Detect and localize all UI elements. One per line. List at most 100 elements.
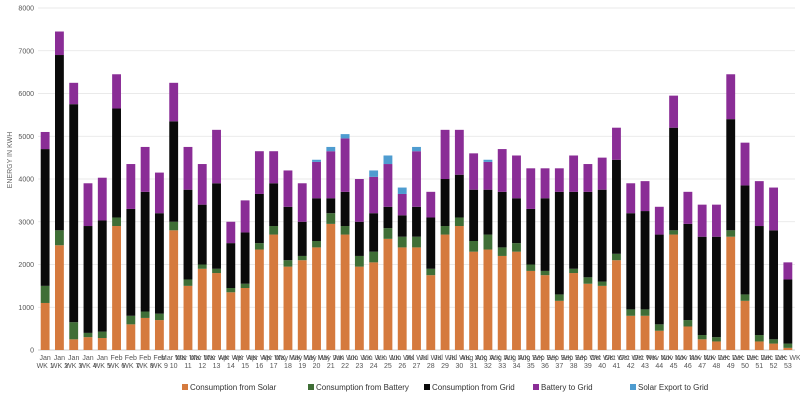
x-tick-line: WK 9 xyxy=(151,363,168,370)
x-tick-line: 52 xyxy=(770,363,778,370)
bar-segment xyxy=(326,223,336,350)
x-tick-line: Oct WK xyxy=(590,355,614,362)
bar-segment xyxy=(497,247,507,256)
bar-segment xyxy=(726,74,736,120)
x-tick-line: WK 5 xyxy=(94,363,111,370)
x-tick-line: Mar WK xyxy=(204,355,230,362)
bar-segment xyxy=(640,181,650,212)
bar-segment xyxy=(226,288,236,293)
x-tick-line: Feb xyxy=(153,355,165,362)
bar-segment xyxy=(354,179,364,222)
bar-segment xyxy=(397,215,407,237)
bar-segment xyxy=(697,335,707,340)
x-tick-label: Nov WK 44 xyxy=(646,355,672,370)
x-tick-line: Apr WK xyxy=(247,355,271,362)
bar-segment xyxy=(126,315,136,325)
x-tick-label: Dec WK 50 xyxy=(732,355,758,370)
bar-segment xyxy=(526,270,536,350)
bar-segment xyxy=(354,266,364,350)
bar-segment xyxy=(69,104,79,323)
x-tick-label: Mar WK 10 xyxy=(161,355,187,370)
bar-segment xyxy=(369,170,379,177)
x-tick-line: Mar WK xyxy=(190,355,216,362)
bar-segment xyxy=(340,226,350,235)
x-tick-line: 17 xyxy=(270,363,278,370)
bar-segment xyxy=(483,234,493,250)
x-tick-line: May WK xyxy=(303,355,330,362)
x-tick-label: Nov WK 47 xyxy=(689,355,715,370)
x-tick-line: 51 xyxy=(755,363,763,370)
x-tick-line: 16 xyxy=(255,363,263,370)
x-tick-label: Dec WK 53 xyxy=(775,355,800,370)
bar-segment xyxy=(297,255,307,261)
bar-segment xyxy=(69,322,79,340)
bar-segment xyxy=(426,191,436,218)
bar-segment xyxy=(412,247,421,350)
y-axis: 0 1000 2000 3000 4000 5000 6000 7000 8000 xyxy=(18,6,34,355)
bar-segment xyxy=(112,217,121,227)
x-tick-line: 24 xyxy=(370,363,378,370)
bar-segment xyxy=(254,151,264,194)
x-tick-line: Jun WK xyxy=(376,355,401,362)
x-tick-line: 32 xyxy=(484,363,492,370)
x-tick-line: 20 xyxy=(313,363,321,370)
bar-segment xyxy=(312,159,321,162)
bar-segment xyxy=(312,161,321,199)
x-tick-label: Dec WK 51 xyxy=(746,355,772,370)
x-tick-label: Aug WK 32 xyxy=(475,355,501,370)
bar-segment xyxy=(269,226,279,235)
bar-segment xyxy=(526,264,536,271)
x-tick-line: Apr WK xyxy=(233,355,257,362)
bar-segment xyxy=(354,255,364,267)
bar-segment xyxy=(512,198,521,244)
x-tick-label: Mar WK 11 xyxy=(175,355,201,370)
bar-segment xyxy=(669,234,679,350)
bar-segment xyxy=(283,260,293,267)
x-tick-label: May WK 18 xyxy=(275,355,302,370)
x-tick-line: Mar WK xyxy=(175,355,201,362)
bar-segment xyxy=(683,326,693,350)
bar-segment xyxy=(312,247,321,350)
legend-swatch xyxy=(533,384,539,390)
bar-segment xyxy=(554,294,564,301)
x-tick-label: Jun WK 26 xyxy=(390,355,415,370)
bar-segment xyxy=(712,341,721,350)
bar-segment xyxy=(297,183,307,222)
bar-segment xyxy=(783,262,793,280)
bar-segment xyxy=(254,249,264,350)
x-tick-line: 35 xyxy=(527,363,535,370)
x-tick-line: Nov WK xyxy=(675,355,701,362)
bar-segment xyxy=(754,226,764,336)
x-tick-line: 13 xyxy=(213,363,221,370)
bar-segment xyxy=(740,185,750,295)
x-tick-line: Jan xyxy=(54,355,65,362)
bar-segment xyxy=(569,191,579,269)
bar-segment xyxy=(712,337,721,342)
bar-segment xyxy=(97,331,107,339)
bar-segment xyxy=(483,189,493,235)
bar-segment xyxy=(597,281,607,286)
x-tick-line: Nov WK xyxy=(689,355,715,362)
x-tick-label: Jun WK 24 xyxy=(361,355,386,370)
bar-segment xyxy=(383,155,393,165)
x-tick-line: Dec WK xyxy=(775,355,800,362)
x-tick-line: Apr WK xyxy=(262,355,286,362)
bars xyxy=(40,31,793,350)
bar-segment xyxy=(597,189,607,282)
x-tick-line: 45 xyxy=(670,363,678,370)
bar-segment xyxy=(597,285,607,350)
bar-segment xyxy=(426,275,436,350)
bar-segment xyxy=(369,251,379,263)
bar-segment xyxy=(54,31,64,56)
bar-segment xyxy=(340,138,350,192)
bar-segment xyxy=(69,82,79,105)
legend-swatch xyxy=(308,384,314,390)
x-tick-line: Nov WK xyxy=(704,355,730,362)
bar-segment xyxy=(283,266,293,350)
x-tick-line: 37 xyxy=(555,363,563,370)
x-tick-line: 30 xyxy=(455,363,463,370)
x-tick-line: 23 xyxy=(355,363,363,370)
bar-segment xyxy=(612,159,621,254)
bar-segment xyxy=(712,236,721,338)
bar-segment xyxy=(97,338,107,350)
